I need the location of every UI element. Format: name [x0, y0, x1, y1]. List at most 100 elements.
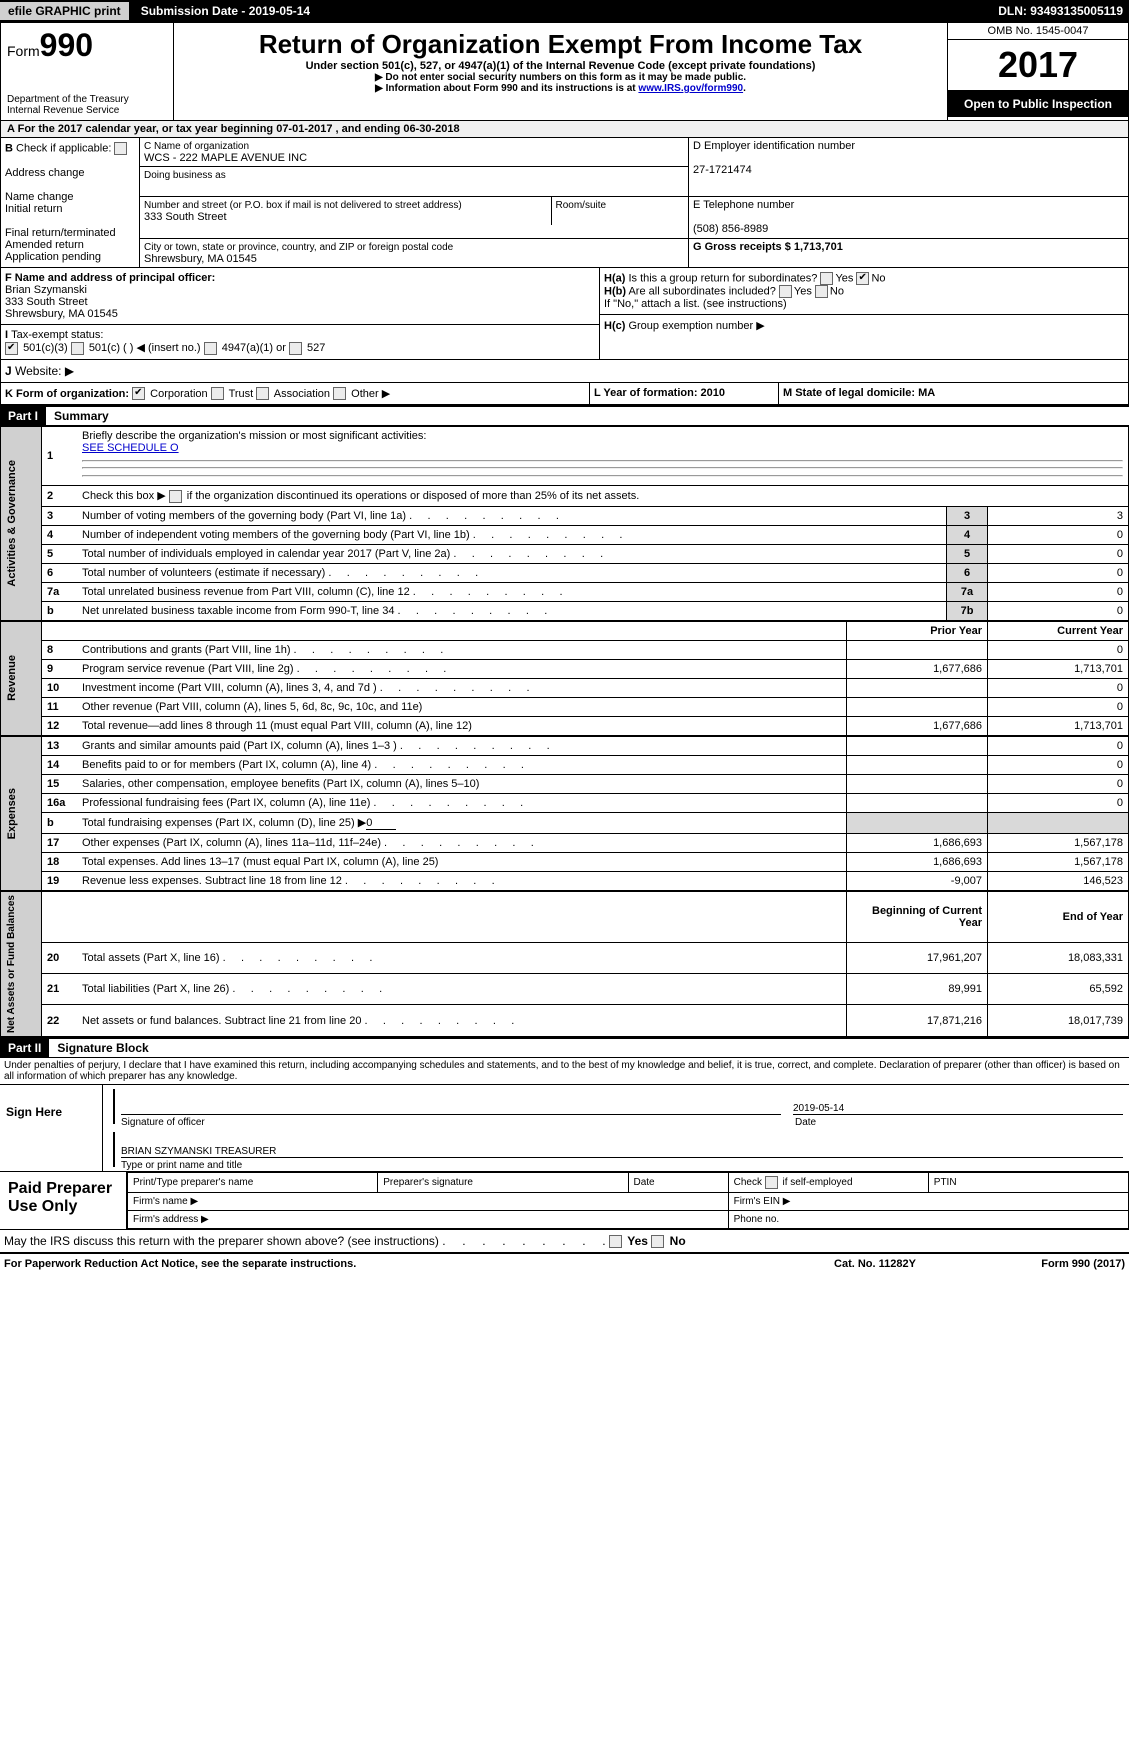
line-12: Total revenue—add lines 8 through 11 (mu…: [82, 720, 472, 732]
net-assets-sidebar: Net Assets or Fund Balances: [6, 895, 17, 1033]
cell: [847, 755, 988, 774]
schedule-o-link[interactable]: SEE SCHEDULE O: [82, 442, 179, 454]
check-if-applicable-label: Check if applicable:: [16, 142, 111, 154]
begin-year-header: Beginning of Current Year: [847, 891, 988, 942]
cell: 0: [988, 774, 1129, 793]
opt-trust: Trust: [229, 388, 254, 400]
cell: 1,713,701: [988, 716, 1129, 735]
org-name-label: C Name of organization: [144, 141, 249, 152]
phone-value: (508) 856-8989: [693, 223, 768, 235]
other-checkbox[interactable]: [333, 387, 346, 400]
ha-yes-checkbox[interactable]: [820, 272, 833, 285]
opt-other: Other ▶: [351, 388, 390, 400]
opt-501c: 501(c) ( ) ◀ (insert no.): [89, 342, 201, 354]
form-title: Return of Organization Exempt From Incom…: [180, 29, 941, 60]
self-employed-checkbox[interactable]: [765, 1176, 778, 1189]
cell: [847, 640, 988, 659]
officer-printed-name: BRIAN SZYMANSKI TREASURER: [121, 1146, 276, 1157]
firm-name-label: Firm's name ▶: [128, 1192, 729, 1210]
governance-table: Activities & Governance 1 Briefly descri…: [0, 426, 1129, 621]
initial-return-label: Initial return: [5, 203, 62, 215]
dln: DLN: 93493135005119: [998, 4, 1129, 18]
phone-label: E Telephone number: [693, 199, 794, 211]
part-1-title: Summary: [46, 409, 109, 423]
prep-name-header: Print/Type preparer's name: [128, 1172, 378, 1192]
form-label: Form: [7, 43, 40, 59]
year-formation: L Year of formation: 2010: [594, 387, 725, 399]
501c3-checkbox[interactable]: [5, 342, 18, 355]
net-assets-table: Net Assets or Fund Balances Beginning of…: [0, 891, 1129, 1037]
part-2-bar: Part II: [0, 1039, 49, 1057]
cell: 1,677,686: [847, 716, 988, 735]
line-2-checkbox[interactable]: [169, 490, 182, 503]
firm-addr-label: Firm's address ▶: [128, 1210, 729, 1228]
omb-number: OMB No. 1545-0047: [948, 23, 1128, 40]
line-21: Total liabilities (Part X, line 26): [82, 983, 382, 995]
officer-sig-label: Signature of officer: [115, 1117, 789, 1128]
line-7a: Total unrelated business revenue from Pa…: [82, 586, 563, 598]
hb-label: Are all subordinates included?: [628, 285, 775, 297]
cell-3-num: 3: [947, 506, 988, 525]
hb-no-checkbox[interactable]: [815, 285, 828, 298]
line-16b: Total fundraising expenses (Part IX, col…: [82, 817, 366, 829]
form-subtitle-3: ▶ Information about Form 990 and its ins…: [375, 83, 638, 94]
form-number: 990: [40, 27, 93, 63]
checkbox[interactable]: [114, 142, 127, 155]
cell: 4: [947, 525, 988, 544]
501c-checkbox[interactable]: [71, 342, 84, 355]
cell: [847, 774, 988, 793]
cell: 0: [988, 736, 1129, 755]
irs-gov-link[interactable]: www.IRS.gov/form990: [638, 83, 743, 94]
cell: 18,083,331: [988, 942, 1129, 973]
cell: 1,686,693: [847, 852, 988, 871]
ein-value: 27-1721474: [693, 164, 752, 176]
addr-change-label: Address change: [5, 167, 85, 179]
hb-note: If "No," attach a list. (see instruction…: [604, 298, 787, 310]
ha-no-checkbox[interactable]: [856, 272, 869, 285]
527-checkbox[interactable]: [289, 342, 302, 355]
opt-corp: Corporation: [150, 388, 207, 400]
expenses-sidebar: Expenses: [6, 788, 18, 839]
form-header: Form990 Department of the Treasury Inter…: [0, 22, 1129, 121]
prep-date-header: Date: [628, 1172, 728, 1192]
line-5: Total number of individuals employed in …: [82, 548, 603, 560]
cell-grey: [847, 812, 988, 833]
line-7b: Net unrelated business taxable income fr…: [82, 605, 547, 617]
hc-label: Group exemption number ▶: [628, 320, 764, 332]
line-19: Revenue less expenses. Subtract line 18 …: [82, 875, 495, 887]
cell: 0: [988, 525, 1129, 544]
discuss-yes-checkbox[interactable]: [609, 1235, 622, 1248]
dept-treasury: Department of the Treasury: [7, 94, 167, 105]
cell-grey: [988, 812, 1129, 833]
4947-checkbox[interactable]: [204, 342, 217, 355]
entity-info-block: B Check if applicable: Address change Na…: [0, 138, 1129, 268]
yes-label: Yes: [835, 272, 853, 284]
officer-addr1: 333 South Street: [5, 296, 88, 308]
governance-sidebar: Activities & Governance: [6, 460, 18, 587]
line-17: Other expenses (Part IX, column (A), lin…: [82, 837, 534, 849]
irs-discuss-label: May the IRS discuss this return with the…: [4, 1234, 606, 1248]
city-label: City or town, state or province, country…: [144, 242, 453, 253]
cell: 0: [988, 601, 1129, 620]
form-of-org-label: K Form of organization:: [5, 388, 129, 400]
tax-year: 2017: [948, 40, 1128, 91]
trust-checkbox[interactable]: [211, 387, 224, 400]
sign-here-label: Sign Here: [0, 1085, 103, 1171]
corp-checkbox[interactable]: [132, 387, 145, 400]
discuss-no-checkbox[interactable]: [651, 1235, 664, 1248]
hb-yes-checkbox[interactable]: [779, 285, 792, 298]
cell: 0: [988, 755, 1129, 774]
efile-print-button[interactable]: efile GRAPHIC print: [0, 2, 129, 20]
cell-3-val: 3: [988, 506, 1129, 525]
cell: 17,961,207: [847, 942, 988, 973]
assoc-checkbox[interactable]: [256, 387, 269, 400]
opt-501c3: 501(c)(3): [23, 342, 68, 354]
app-pending-label: Application pending: [5, 251, 101, 263]
open-to-public: Open to Public Inspection: [948, 91, 1128, 117]
form-subtitle-2: ▶ Do not enter social security numbers o…: [180, 72, 941, 83]
form-org-row: K Form of organization: Corporation Trus…: [0, 383, 1129, 406]
submission-date: Submission Date - 2019-05-14: [141, 4, 310, 18]
cell: 1,567,178: [988, 852, 1129, 871]
cell: [847, 697, 988, 716]
line-1-label: Briefly describe the organization's miss…: [82, 430, 426, 442]
